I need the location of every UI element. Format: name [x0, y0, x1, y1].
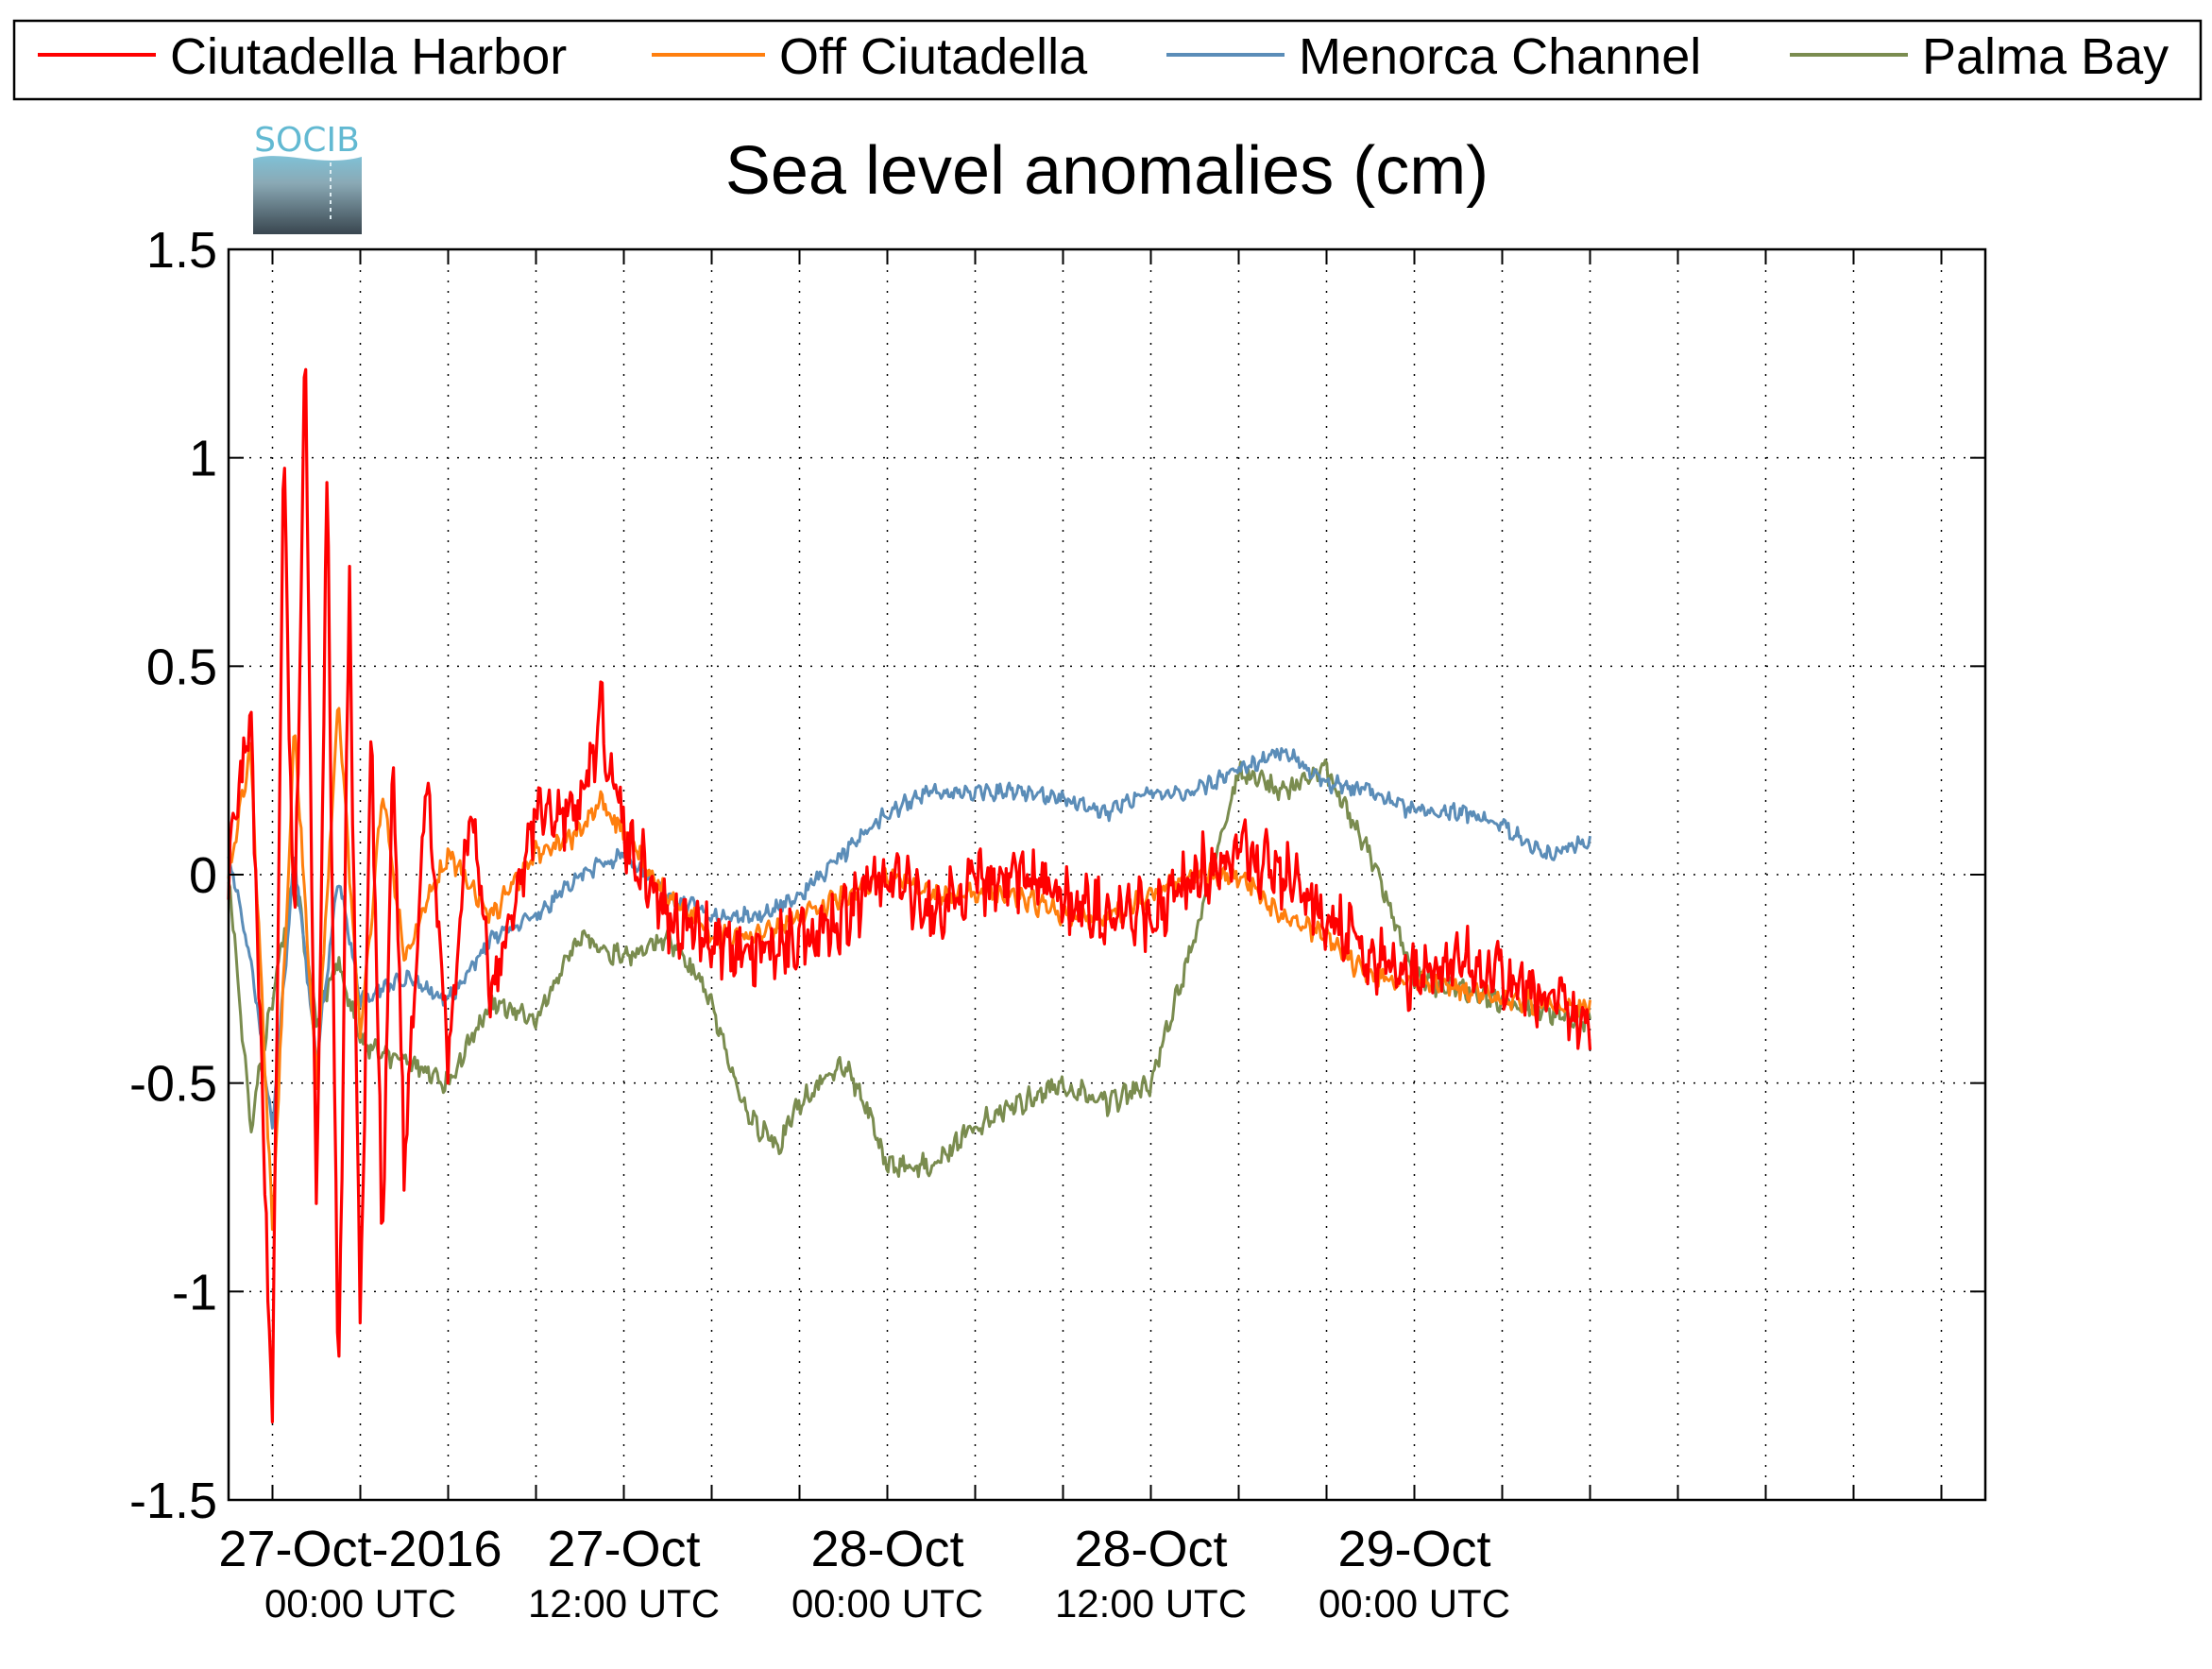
y-tick-label: 0	[189, 847, 217, 904]
series-line-palma-bay	[227, 758, 1591, 1179]
y-tick-label: 1	[189, 431, 217, 487]
x-tick-label: 29-Oct	[1337, 1521, 1490, 1577]
legend-entry-palma-bay: Palma Bay	[1922, 28, 2169, 85]
socib-logo-text: SOCIB	[254, 121, 360, 160]
plot-frame	[227, 247, 1987, 1502]
x-tick-sublabel: 12:00 UTC	[1055, 1581, 1247, 1626]
y-tick-label: 0.5	[146, 639, 217, 695]
legend-entry-ciutadella-harbor: Ciutadella Harbor	[170, 28, 567, 85]
legend: Ciutadella Harbor Off Ciutadella Menorca…	[12, 19, 2203, 101]
grid	[229, 249, 1985, 1500]
chart-title: Sea level anomalies (cm)	[725, 133, 1489, 209]
legend-entry-menorca-channel: Menorca Channel	[1299, 28, 1701, 85]
socib-logo-wave	[253, 156, 362, 234]
x-tick-sublabel: 12:00 UTC	[528, 1581, 720, 1626]
x-tick-label: 28-Oct	[810, 1521, 963, 1577]
series-line-ciutadella-harbor	[227, 367, 1592, 1424]
x-tick-label: 28-Oct	[1074, 1521, 1227, 1577]
legend-box	[12, 19, 2203, 101]
x-tick-label: 27-Oct-2016	[218, 1521, 502, 1577]
x-tick-sublabel: 00:00 UTC	[264, 1581, 456, 1626]
socib-logo: SOCIB	[253, 121, 362, 234]
y-tick-label: -0.5	[129, 1056, 217, 1113]
series-line-menorca-channel	[227, 747, 1591, 1130]
y-tick-label: -1	[172, 1264, 217, 1320]
legend-entry-off-ciutadella: Off Ciutadella	[779, 28, 1088, 85]
series-layer	[227, 367, 1592, 1424]
x-tick-label: 27-Oct	[547, 1521, 700, 1577]
y-tick-label: 1.5	[146, 222, 217, 279]
x-tick-sublabel: 00:00 UTC	[1319, 1581, 1510, 1626]
x-tick-sublabel: 00:00 UTC	[791, 1581, 983, 1626]
y-tick-label: -1.5	[129, 1473, 217, 1529]
